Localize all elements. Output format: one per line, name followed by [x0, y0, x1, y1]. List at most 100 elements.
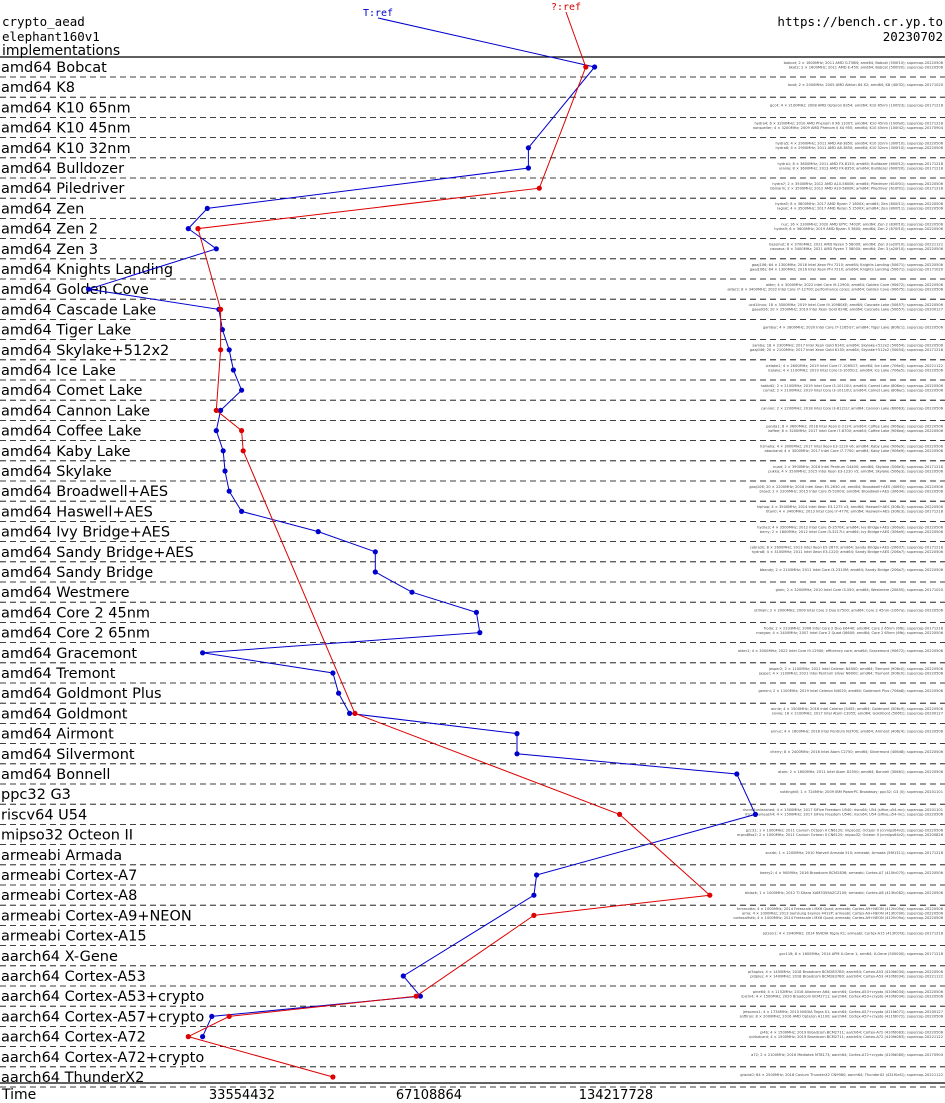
platform-label: amd64 Sandy Bridge+AES [1, 545, 194, 561]
machine-label: hydra5; 4 × 2900MHz; 2011 AMD A8-3850; a… [776, 142, 944, 146]
machine-label: gamber; 4 × 2800MHz; 2020 Intel Core i7-… [763, 326, 944, 330]
machine-label: hydra4; 6 × 3200MHz; 2010 AMD Phenom II … [755, 121, 944, 125]
platform-label: amd64 Ivy Bridge+AES [1, 525, 170, 541]
data-point [240, 448, 246, 454]
machine-label: gloin; 2 × 3200MHz; 2010 Intel Core i3-5… [776, 588, 944, 592]
platform-label: amd64 Skylake+512x2 [1, 343, 169, 359]
machine-label: nuc; 16 × 2300MHz; 2020 AMD EPYC 7402P; … [781, 222, 943, 226]
platform-row: amd64 Silvermont cherry; 8 × 2400MHz; 201… [0, 747, 945, 765]
machine-label: hsmaha; 4 × 3000MHz; 2017 Intel Xeon E3-… [760, 445, 944, 449]
data-point [417, 993, 423, 999]
machine-label: scarbi; 1 × 1200MHz; 2010 Marvell Armada… [766, 851, 944, 855]
platform-label: aarch64 Cortex-A72 [1, 1030, 146, 1046]
platform-row: amd64 Bonnell atom; 2 × 1600MHz; 2011 Int… [0, 767, 945, 785]
platform-label: aarch64 Cortex-A53+crypto [1, 989, 204, 1005]
data-point [583, 64, 589, 70]
platform-label: amd64 Goldmont [1, 706, 128, 722]
machine-label: icelake; 4 × 1100MHz; 2019 Intel Core i3… [768, 368, 944, 372]
data-point [200, 1034, 206, 1040]
series-labels: T:ref ?:ref [363, 2, 581, 19]
machine-label: gcc4; 4 × 2100MHz; 2008 AMD Opteron 8354… [770, 103, 944, 107]
data-point [347, 710, 353, 717]
platform-row: aarch64 X-Gene gcc116; 8 × 1600MHz; 2014 … [0, 949, 945, 967]
platform-label: amd64 Gracemont [1, 646, 137, 662]
machine-label: abackand; 4 × 3000MHz; 2017 Intel Core i… [764, 449, 943, 453]
machine-label: titan0; 4 × 3400MHz; 2013 Intel Core i7-… [766, 510, 944, 514]
platform-row: amd64 Kaby Lake hsmaha; 4 × 3000MHz; 2017… [0, 444, 945, 462]
platform-label: amd64 K10 65nm [1, 100, 131, 116]
machine-label: pi3plus; 4 × 1400MHz; 2018 Broadcom BCM2… [750, 974, 943, 978]
platform-row: amd64 Core 2 45nm utrillain; 2 × 2000MHz;… [0, 605, 945, 623]
machine-label: cortexa9stb; 4 × 1000MHz; 2014 Freescale… [733, 916, 943, 920]
machine-label: pi3aplus; 4 × 1400MHz; 2018 Broadcom BCM… [748, 970, 944, 974]
data-point [185, 1034, 191, 1040]
data-point [734, 771, 740, 777]
platform-label: aarch64 Cortex-A57+crypto [1, 1009, 204, 1025]
data-point [226, 488, 232, 494]
data-point [226, 1013, 232, 1020]
series-name-label: T:ref [363, 8, 393, 19]
data-point [213, 246, 219, 252]
platform-row: amd64 Zen hydra5; 8 × 3600MHz; 2017 AMD R… [0, 201, 945, 219]
platform-label: aarch64 X-Gene [1, 949, 118, 965]
data-point [209, 1013, 215, 1020]
data-point [514, 751, 520, 757]
platform-label: amd64 Silvermont [1, 747, 135, 763]
machine-label: icelake1; 4 × 2600MHz; 2019 Intel Core i… [766, 364, 943, 368]
platform-row: amd64 Comet Lake hobbit2; 2 × 2100MHz; 20… [0, 383, 945, 401]
machine-label: cannon; 2 × 2200MHz; 2018 Intel Core i3-… [761, 406, 944, 410]
platform-label: amd64 Kaby Lake [1, 444, 131, 460]
platform-label: amd64 Zen [1, 201, 84, 217]
machine-label: jasper2; 2 × 1100MHz; 2021 Intel Celeron… [768, 667, 944, 671]
machine-label: gcc31; 1 × 1000MHz; 2011 Cavium Octeon I… [746, 828, 944, 832]
machine-label: hydra8; 4 × 3100MHz; 2011 Intel Xeon E3-… [752, 550, 944, 554]
primitive-name: crypto_aead [2, 14, 85, 29]
series-line [88, 66, 757, 1037]
data-point [531, 892, 537, 898]
machine-label: bbinarin; 2 × 3500MHz; 2012 AMD A10-5800… [770, 186, 943, 190]
platform-row: mipso32 Octeon II gcc31; 1 × 1000MHz; 201… [0, 828, 945, 845]
machine-label: riscv64unleash4; 4 × 1500MHz; 2017 SiFiv… [745, 813, 944, 817]
data-point [617, 811, 623, 818]
data-point [230, 367, 236, 373]
machine-label: hydra5; 8 × 3600MHz; 2017 AMD Ryzen 7 18… [775, 202, 944, 206]
machine-label: koffee; 6 × 3200MHz; 2017 Intel Core i7-… [768, 429, 943, 433]
data-point [531, 912, 537, 919]
platform-label: amd64 Tiger Lake [1, 323, 131, 339]
x-tick-label: 67108864 [396, 1088, 462, 1103]
platform-row: amd64 Goldmont Plus gemini; 2 × 1100MHz; … [0, 686, 945, 704]
machine-label: alder2; 8 × 3400MHz; 2022 Intel Core i7-… [727, 287, 943, 291]
machine-label: gaaj046; 20 × 2100MHz; 2017 Intel Xeon G… [750, 348, 944, 352]
platform-label: armeabi Cortex-A8 [1, 888, 137, 904]
data-point [409, 589, 415, 595]
platform-row: amd64 Tiger Lake gamber; 4 × 2800MHz; 202… [0, 323, 945, 341]
series-leader [377, 17, 595, 68]
platform-label: riscv64 U54 [1, 807, 87, 823]
platform-label: amd64 Zen 2 [1, 222, 98, 238]
machine-label: a72; 2 × 2100MHz; 2016 Mediatek MT8173; … [751, 1053, 944, 1057]
series-t-ref [86, 17, 759, 1040]
platform-label: amd64 Airmont [1, 727, 114, 743]
platform-row: amd64 Knights Landing gaaj106; 64 × 1300M… [0, 262, 945, 280]
platform-row: amd64 Goldmont annie; 4 × 1500MHz; 2016 I… [0, 706, 945, 724]
platform-label: amd64 Core 2 45nm [1, 605, 150, 621]
machine-label: lagrat; 4 × 3500MHz; 2017 AMD Ryzen 5 15… [777, 207, 943, 211]
data-point [330, 670, 336, 676]
data-point [185, 226, 191, 232]
machine-label: riscv64unleashed; 4 × 1500MHz; 2017 SiFi… [743, 808, 943, 812]
data-point [200, 650, 206, 656]
machine-label: morgan; 4 × 2400MHz; 2007 Intel Core 2 Q… [756, 631, 943, 635]
series-q-ref [185, 11, 713, 1080]
data-point [352, 710, 358, 717]
platform-row: aarch64 Cortex-A53 pi3aplus; 4 × 1400MHz;… [0, 969, 945, 987]
data-point [534, 872, 540, 878]
data-point [222, 468, 228, 474]
machine-label: jasper; 4 × 1100MHz; 2021 Intel Pentium … [758, 671, 944, 675]
platform-row: amd64 Zen 2 nuc; 16 × 2300MHz; 2020 AMD E… [0, 222, 945, 240]
machine-label: arria; 4 × 1000MHz; 2013 Samsung Exynos … [742, 911, 944, 915]
machine-label: frodo; 2 × 2333MHz; 2006 Intel Core 2 Du… [764, 626, 944, 630]
platform-label: amd64 Cannon Lake [1, 403, 150, 419]
platform-row: aarch64 Cortex-A72+crypto a72; 2 × 2100MH… [0, 1050, 945, 1068]
platform-row: armeabi Cortex-A7 beery2; 4 × 900MHz; 201… [0, 868, 945, 886]
